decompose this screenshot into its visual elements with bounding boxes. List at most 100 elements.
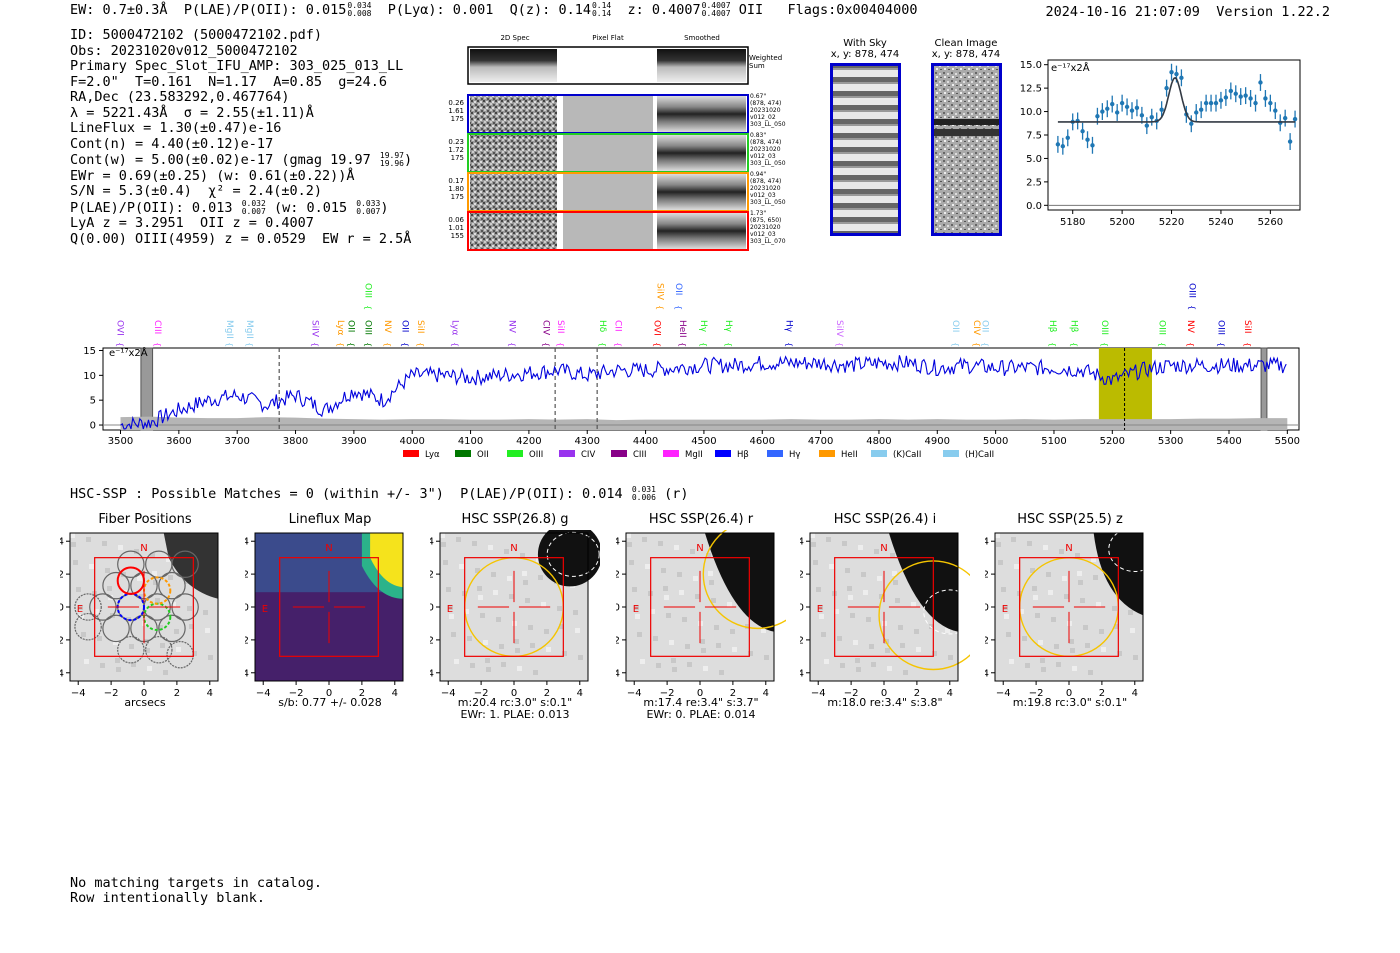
- cutout-texture: [166, 557, 171, 562]
- cutout-texture: [1099, 629, 1104, 634]
- cutout-texture: [483, 640, 488, 645]
- cutout-xtick-label: 2: [174, 688, 180, 699]
- cutout-texture: [1022, 636, 1027, 641]
- cutout-texture: [811, 542, 816, 547]
- spectrum-legend-label: CIV: [581, 450, 595, 460]
- spectrum-xtick-label: 4200: [516, 436, 541, 447]
- info-lineflux: LineFlux = 1.30(±0.47)e-16: [70, 120, 282, 136]
- spectrum-xtick-label: 5400: [1216, 436, 1241, 447]
- cutout-texture: [575, 628, 580, 633]
- north-label: N: [696, 543, 703, 554]
- cutout-texture: [1088, 670, 1093, 675]
- cutout-texture: [730, 629, 735, 634]
- spectrum-line-label-brace: {: [1048, 342, 1057, 347]
- cutout-texture: [1051, 617, 1056, 622]
- cutout-xtick-label: −4: [441, 688, 456, 699]
- cutout-texture: [1025, 663, 1030, 668]
- cutout-texture: [478, 595, 483, 600]
- spectrum-xtick-label: 3600: [166, 436, 191, 447]
- cutout-ytick-label: 4: [245, 537, 249, 548]
- cutout-texture: [637, 632, 642, 637]
- spectrum-xtick-label: 4000: [399, 436, 424, 447]
- spectrum-line-label-brace: {: [311, 342, 320, 347]
- cutout-ytick-label: 0: [985, 603, 989, 614]
- cutout-texture: [847, 586, 852, 591]
- cutout-texture: [1080, 598, 1085, 603]
- spectrum-xtick-label: 5100: [1041, 436, 1066, 447]
- cutout-row-right-value: 0.67": [750, 93, 767, 100]
- weighted-sum-smoothed: [657, 49, 746, 82]
- cutout-texture: [869, 644, 874, 649]
- cutout-texture: [81, 632, 86, 637]
- spectrum-line-label-brace: {: [1158, 342, 1167, 347]
- cutout-row-right-value: 303_LL_050: [750, 160, 786, 167]
- cutout-texture: [1133, 655, 1138, 660]
- spectrum-line-label-brace: {: [1070, 342, 1079, 347]
- spectrum-line-label-brace: {: [1100, 342, 1109, 347]
- cutout-panel-image: N E −4 −4 −2 −2 0 0 2 2 4 4: [616, 530, 786, 699]
- north-label: N: [140, 543, 147, 554]
- cutout-texture: [1083, 625, 1088, 630]
- hsc-summary: HSC-SSP : Possible Matches = 0 (within +…: [70, 485, 689, 503]
- cutout-row-smoothed-2: [657, 174, 746, 210]
- cutout-texture: [153, 580, 158, 585]
- cutout-texture: [685, 644, 690, 649]
- cutout-texture: [840, 663, 845, 668]
- cutout-ytick-label: −2: [245, 635, 249, 646]
- search-box: [650, 557, 750, 657]
- cutout-texture: [903, 670, 908, 675]
- cutout-row-pixelflat-1: [563, 135, 653, 171]
- z-range: 0.4007 0.4007: [701, 1, 731, 18]
- line-fit-point: [1287, 139, 1293, 144]
- cutout-texture: [663, 586, 668, 591]
- cutout-texture: [856, 667, 861, 672]
- cutout-row-right-value: v012_02: [750, 114, 776, 121]
- cutout-panel-caption: m:20.4 rc:3.0" s:0.1": [457, 696, 573, 709]
- search-box: [1019, 557, 1119, 657]
- plae-range: 0.034 0.008: [347, 1, 372, 18]
- cutout-texture: [645, 564, 650, 569]
- cutout-texture: [1117, 651, 1122, 656]
- cutout-row-left-value: 1.61: [448, 107, 464, 115]
- spectrum-line-label: SiIV: [654, 283, 664, 301]
- cutout-texture: [509, 594, 514, 599]
- cutout-texture: [826, 537, 831, 542]
- cutout-texture: [76, 587, 81, 592]
- cutout-row-left-label-3: 0.06 1.01 155: [440, 216, 464, 240]
- east-label: E: [1002, 604, 1008, 615]
- cutout-texture: [89, 564, 94, 569]
- line-fit-point: [1268, 100, 1273, 106]
- spectrum-line-label: OII: [399, 320, 409, 332]
- spectrum-line-label-brace: {: [699, 342, 708, 347]
- cutout-texture: [456, 537, 461, 542]
- weighted-sum-label: Weighted Sum: [749, 54, 783, 70]
- cutout-texture: [163, 670, 168, 675]
- spectrum-ytick-label: 0: [90, 421, 96, 432]
- spectrum-highlight-band: [1098, 348, 1152, 430]
- cutout-row-left-value: 1.72: [448, 146, 464, 154]
- cutout-panel-image: N E −4 −4 −2 −2 0 0 2 2 4 4: [800, 532, 970, 699]
- line-fit-point: [1174, 71, 1179, 77]
- info-fparams: F=2.0" T=0.161 N=1.17 A=0.85 g=24.6: [70, 73, 387, 90]
- cutout-panel-caption: m:18.0 re:3.4" s:3.8": [827, 696, 943, 709]
- cutout-texture: [1054, 644, 1059, 649]
- east-label: E: [447, 604, 453, 615]
- cutout-texture: [523, 580, 528, 585]
- cutout-row-right-value: 303_LL_050: [750, 121, 786, 128]
- spectrum-legend-swatch: [611, 450, 627, 457]
- cutout-texture: [890, 553, 895, 558]
- line-fit-point: [1179, 75, 1184, 81]
- cutout-row-smoothed-3: [657, 213, 746, 249]
- cutout-panel-4: HSC SSP(26.4) i N E −4 −4 −2 −2 0 0 2 2 4 4 m:18.0 re…: [800, 512, 970, 727]
- spectrum-line-label-brace: {: [451, 342, 460, 347]
- info-id: ID: 5000472102 (5000472102.pdf): [70, 27, 322, 43]
- cutout-texture: [650, 609, 655, 614]
- cutout-row-right-value: 0.83": [750, 132, 767, 139]
- cutout-texture: [874, 549, 879, 554]
- spectrum-xtick-label: 4500: [691, 436, 716, 447]
- cutout-xtick-label: −4: [996, 688, 1011, 699]
- cutout-texture: [671, 658, 676, 663]
- cutout-texture: [1130, 628, 1135, 633]
- cutout-row-pixelflat-3: [563, 213, 653, 249]
- cutout-row-left-value: 0.17: [448, 177, 464, 185]
